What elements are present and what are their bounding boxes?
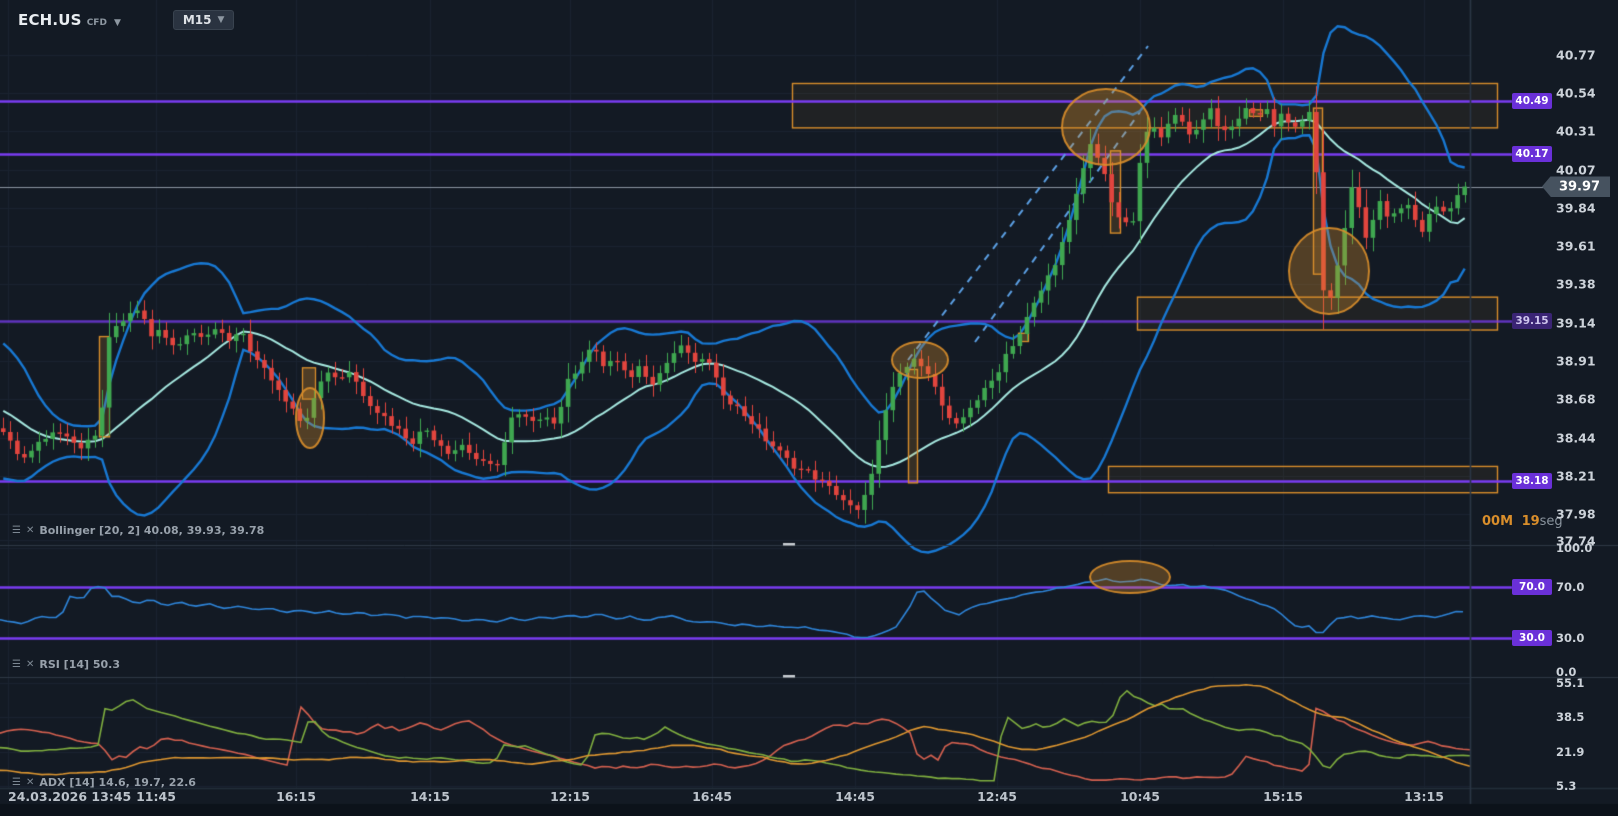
time-axis-label: 16:45 bbox=[692, 789, 732, 804]
indicator-settings-icon[interactable]: ☰ bbox=[12, 776, 21, 788]
symbol-selector[interactable]: ECH.US CFD ▼ bbox=[18, 11, 121, 29]
time-axis-label: 12:15 bbox=[550, 789, 590, 804]
rsi-axis-label: 100.0 bbox=[1556, 541, 1593, 555]
price-axis-label: 37.98 bbox=[1556, 506, 1596, 522]
adx-indicator-row: ☰ ✕ ADX [14] 14.6, 19.7, 22.6 bbox=[12, 776, 196, 789]
price-axis-label: 40.07 bbox=[1556, 162, 1596, 178]
price-axis-label: 40.31 bbox=[1556, 123, 1596, 139]
adx-axis-label: 21.9 bbox=[1556, 744, 1585, 759]
time-axis-label: 15:15 bbox=[1263, 789, 1303, 804]
price-axis-label: 40.54 bbox=[1556, 85, 1596, 101]
chart-header: ECH.US CFD ▼ M15 ▼ bbox=[18, 10, 235, 30]
rsi-axis-label: 30.0 bbox=[1556, 631, 1585, 646]
rsi-indicator-row: ☰ ✕ RSI [14] 50.3 bbox=[12, 658, 120, 671]
indicator-settings-icon[interactable]: ☰ bbox=[12, 658, 21, 670]
current-price-badge: 39.97 bbox=[1542, 176, 1610, 198]
price-axis-label: 38.68 bbox=[1556, 391, 1596, 407]
price-axis-label: 38.91 bbox=[1556, 353, 1596, 369]
time-axis-label: 11:45 bbox=[136, 789, 176, 804]
price-axis-label: 40.77 bbox=[1556, 47, 1596, 63]
price-axis-label: 38.21 bbox=[1556, 468, 1596, 484]
price-level-badge[interactable]: 40.49 bbox=[1512, 93, 1552, 110]
candle-countdown-timer: 00M 19seg bbox=[1482, 514, 1563, 529]
price-level-badge[interactable]: 39.15 bbox=[1512, 313, 1552, 330]
symbol-name: ECH.US bbox=[18, 11, 82, 29]
indicator-settings-icon[interactable]: ☰ bbox=[12, 524, 21, 536]
rsi-axis-label: 0.0 bbox=[1556, 665, 1577, 679]
price-axis-label: 37.74 bbox=[1556, 533, 1596, 549]
time-axis-label: 14:15 bbox=[410, 789, 450, 804]
indicator-close-icon[interactable]: ✕ bbox=[25, 658, 35, 670]
adx-label: ADX [14] 14.6, 19.7, 22.6 bbox=[39, 776, 196, 789]
market-type-tag: CFD bbox=[86, 18, 107, 28]
rsi-axis-label: 70.0 bbox=[1556, 579, 1585, 594]
rsi-level-badge[interactable]: 30.0 bbox=[1512, 630, 1552, 647]
adx-axis-label: 5.3 bbox=[1556, 778, 1577, 793]
time-axis-label: 10:45 bbox=[1120, 789, 1160, 804]
price-axis-label: 38.44 bbox=[1556, 430, 1596, 446]
time-axis-label: 13:15 bbox=[1404, 789, 1444, 804]
indicator-close-icon[interactable]: ✕ bbox=[25, 776, 35, 788]
adx-axis-label: 55.1 bbox=[1556, 676, 1585, 690]
chevron-down-icon: ▼ bbox=[217, 15, 225, 25]
chevron-down-icon: ▼ bbox=[113, 18, 121, 28]
rsi-level-badge[interactable]: 70.0 bbox=[1512, 578, 1552, 595]
indicator-close-icon[interactable]: ✕ bbox=[25, 524, 35, 536]
price-axis-label: 39.14 bbox=[1556, 315, 1596, 331]
bollinger-indicator-row: ☰ ✕ Bollinger [20, 2] 40.08, 39.93, 39.7… bbox=[12, 524, 264, 537]
adx-axis-label: 38.5 bbox=[1556, 710, 1585, 725]
rsi-label: RSI [14] 50.3 bbox=[39, 658, 121, 671]
bollinger-label: Bollinger [20, 2] 40.08, 39.93, 39.78 bbox=[39, 524, 265, 537]
time-axis-label: 24.03.2026 13:45 bbox=[8, 789, 132, 804]
time-axis-label: 14:45 bbox=[835, 789, 875, 804]
price-level-badge[interactable]: 40.17 bbox=[1512, 145, 1552, 162]
price-axis-label: 39.61 bbox=[1556, 238, 1596, 254]
time-axis-label: 16:15 bbox=[276, 789, 316, 804]
timeframe-dropdown[interactable]: M15 ▼ bbox=[172, 10, 235, 30]
time-axis-label: 12:45 bbox=[977, 789, 1017, 804]
timeframe-value: M15 bbox=[182, 13, 212, 27]
price-axis-label: 39.38 bbox=[1556, 276, 1596, 291]
price-axis-label: 39.84 bbox=[1556, 200, 1596, 216]
price-level-badge[interactable]: 38.18 bbox=[1512, 472, 1552, 489]
